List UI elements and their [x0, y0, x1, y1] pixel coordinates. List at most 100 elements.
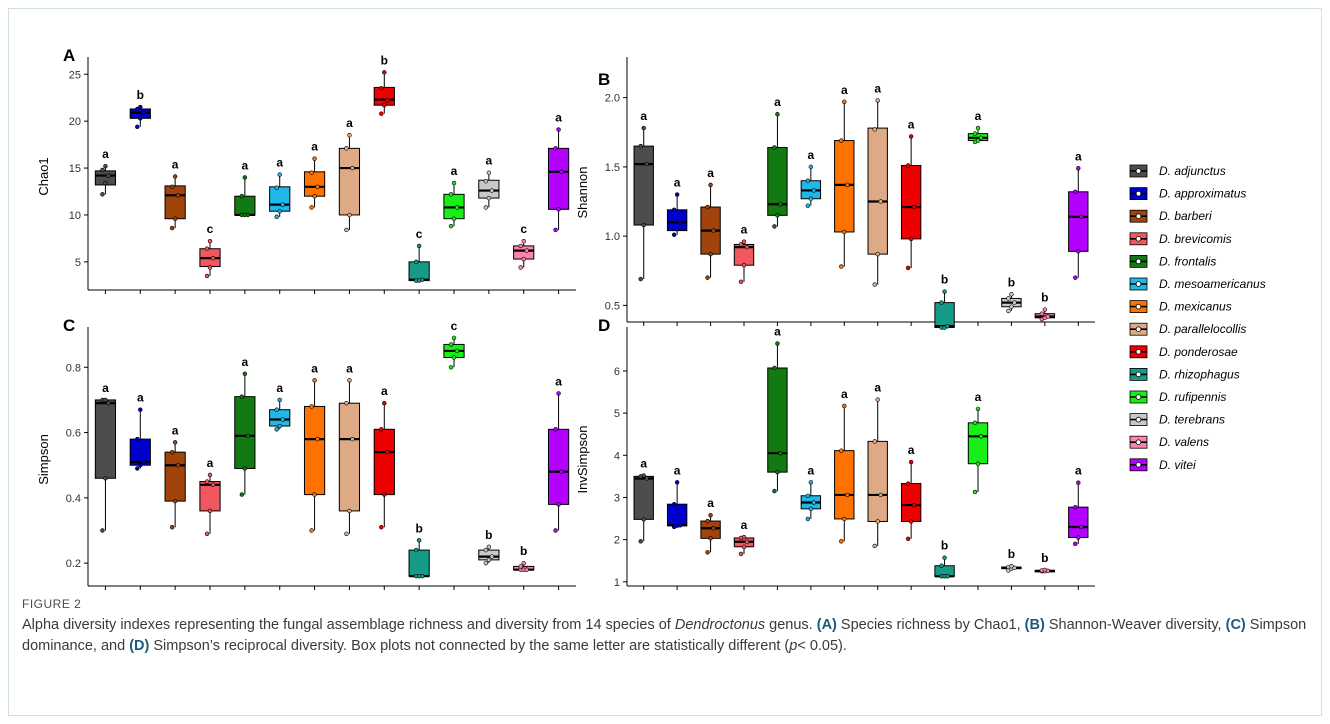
panel-label: A — [63, 46, 75, 65]
significance-letter: a — [207, 456, 214, 470]
box-3: a — [164, 423, 186, 530]
data-point — [207, 472, 213, 478]
significance-letter: b — [941, 273, 948, 287]
data-point — [172, 216, 178, 221]
significance-letter: a — [486, 154, 493, 168]
box-9: a — [900, 117, 922, 271]
significance-letter: a — [841, 83, 848, 97]
box-body — [867, 440, 888, 522]
data-point — [172, 440, 178, 445]
data-point — [277, 423, 282, 429]
y-tick-label: 0.6 — [66, 428, 81, 440]
significance-letter: b — [1008, 547, 1015, 561]
data-point — [708, 182, 713, 188]
data-point — [518, 265, 523, 270]
data-point — [309, 170, 314, 175]
data-point — [805, 493, 811, 498]
data-point — [1073, 275, 1078, 280]
box-5: a — [234, 158, 256, 218]
data-point — [872, 282, 877, 287]
data-point — [1012, 300, 1017, 305]
legend-entry: D. parallelocollis — [1129, 322, 1246, 336]
data-point — [641, 517, 646, 522]
box-body — [967, 422, 989, 465]
data-point — [775, 213, 780, 218]
significance-letter: c — [520, 222, 527, 236]
legend-key-dot — [1135, 236, 1142, 242]
legend-label: D. barberi — [1159, 209, 1212, 223]
data-point — [138, 463, 143, 468]
y-tick-label: 15 — [69, 163, 81, 175]
significance-letter: a — [311, 140, 318, 154]
data-point — [103, 180, 108, 186]
data-point — [975, 461, 981, 466]
data-point — [242, 175, 248, 180]
data-point — [978, 135, 984, 140]
data-point — [1045, 314, 1051, 319]
significance-letter: a — [346, 116, 353, 130]
significance-letter: a — [137, 391, 144, 405]
box-13: b — [1034, 551, 1056, 574]
data-point — [641, 222, 646, 228]
data-point — [347, 212, 352, 218]
data-point — [413, 259, 419, 265]
box-body — [900, 483, 922, 522]
box-body — [633, 145, 654, 226]
data-point — [344, 227, 349, 233]
data-point — [100, 528, 105, 533]
data-point — [1009, 292, 1014, 297]
data-point — [1042, 567, 1048, 573]
y-tick-label: 0.8 — [66, 362, 81, 374]
data-point — [942, 289, 947, 294]
significance-letter: a — [102, 147, 109, 161]
box-body — [269, 186, 291, 212]
data-point — [274, 427, 279, 432]
data-point — [1009, 563, 1014, 569]
significance-letter: a — [640, 457, 647, 471]
data-point — [839, 138, 844, 143]
data-point — [277, 397, 282, 403]
legend-label: D. mesoamericanus — [1159, 277, 1266, 291]
significance-letter: a — [555, 374, 562, 388]
box-3: a — [164, 158, 186, 231]
data-point — [419, 574, 425, 579]
legend-entry: D. frontalis — [1129, 254, 1216, 268]
y-tick-label: 1.5 — [605, 162, 620, 174]
data-point — [175, 193, 181, 198]
data-point — [204, 273, 210, 279]
box-12: b — [478, 528, 500, 566]
box-5: a — [767, 325, 788, 494]
data-point — [379, 525, 384, 530]
data-point — [350, 436, 355, 442]
data-point — [382, 103, 387, 108]
box-body — [1068, 191, 1089, 252]
y-tick-label: 0.4 — [66, 493, 81, 505]
data-point — [451, 355, 457, 360]
data-point — [347, 133, 352, 138]
data-point — [309, 404, 314, 409]
data-point — [486, 557, 492, 563]
data-point — [559, 169, 564, 175]
data-point — [741, 534, 747, 540]
significance-letter: b — [520, 544, 527, 558]
data-point — [805, 203, 811, 208]
significance-letter: a — [1075, 149, 1082, 163]
data-point — [448, 365, 454, 370]
data-point — [908, 134, 914, 139]
significance-letter: a — [555, 111, 562, 125]
significance-letter: b — [381, 53, 388, 67]
y-tick-label: 5 — [75, 257, 81, 269]
data-point — [744, 245, 750, 250]
data-point — [518, 564, 523, 569]
data-point — [972, 420, 978, 426]
data-point — [489, 188, 495, 193]
box-11: a — [967, 109, 989, 145]
data-point — [972, 489, 978, 495]
data-point — [775, 469, 780, 475]
legend-entry: D. vitei — [1129, 458, 1196, 472]
data-point — [277, 172, 282, 177]
data-point — [416, 538, 422, 543]
data-point — [1009, 304, 1014, 309]
data-point — [908, 459, 914, 465]
box-body — [633, 475, 654, 520]
